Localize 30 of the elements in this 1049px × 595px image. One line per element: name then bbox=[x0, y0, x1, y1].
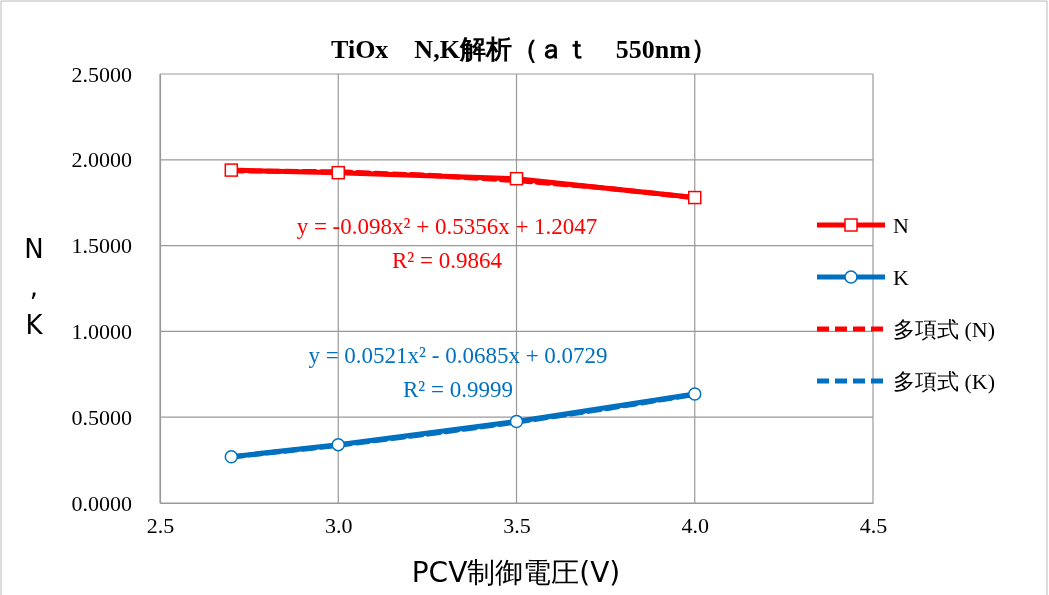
x-tick-label: 2.5 bbox=[146, 512, 175, 538]
annotation: R² = 0.9999 bbox=[403, 377, 513, 402]
point bbox=[331, 165, 345, 180]
y-tick-label: 0.5000 bbox=[71, 404, 132, 430]
y-axis-title: N,K bbox=[24, 234, 44, 340]
point bbox=[509, 414, 524, 429]
y-tick-label: 1.0000 bbox=[71, 318, 132, 344]
x-tick-label: 4.0 bbox=[681, 512, 709, 538]
point bbox=[509, 171, 524, 186]
legend-label: 多項式 (K) bbox=[893, 369, 996, 394]
y-tick-label: 2.0000 bbox=[71, 147, 132, 173]
y-tick-label: 1.5000 bbox=[71, 233, 132, 259]
chart-title: TiOx N,K解析（ａｔ 550nm） bbox=[331, 35, 717, 64]
legend-label: 多項式 (N) bbox=[893, 317, 996, 342]
point bbox=[331, 437, 345, 452]
x-axis-title: PCV制御電圧(V) bbox=[411, 556, 621, 589]
legend-label: K bbox=[893, 265, 909, 290]
point bbox=[688, 387, 702, 401]
y-tick-label: 2.5000 bbox=[71, 61, 132, 87]
annotation: y = -0.098x² + 0.5356x + 1.2047 bbox=[296, 214, 598, 239]
x-tick-label: 4.5 bbox=[859, 512, 888, 538]
annotation: R² = 0.9864 bbox=[392, 248, 503, 273]
x-tick-label: 3.5 bbox=[503, 512, 531, 538]
y-tick-label: 0.0000 bbox=[71, 490, 132, 516]
legend-label: N bbox=[893, 213, 909, 238]
x-tick-label: 3.0 bbox=[325, 512, 353, 538]
point bbox=[224, 163, 239, 177]
point bbox=[224, 449, 239, 464]
annotation: y = 0.0521x² - 0.0685x + 0.0729 bbox=[308, 343, 608, 368]
point bbox=[688, 190, 702, 205]
